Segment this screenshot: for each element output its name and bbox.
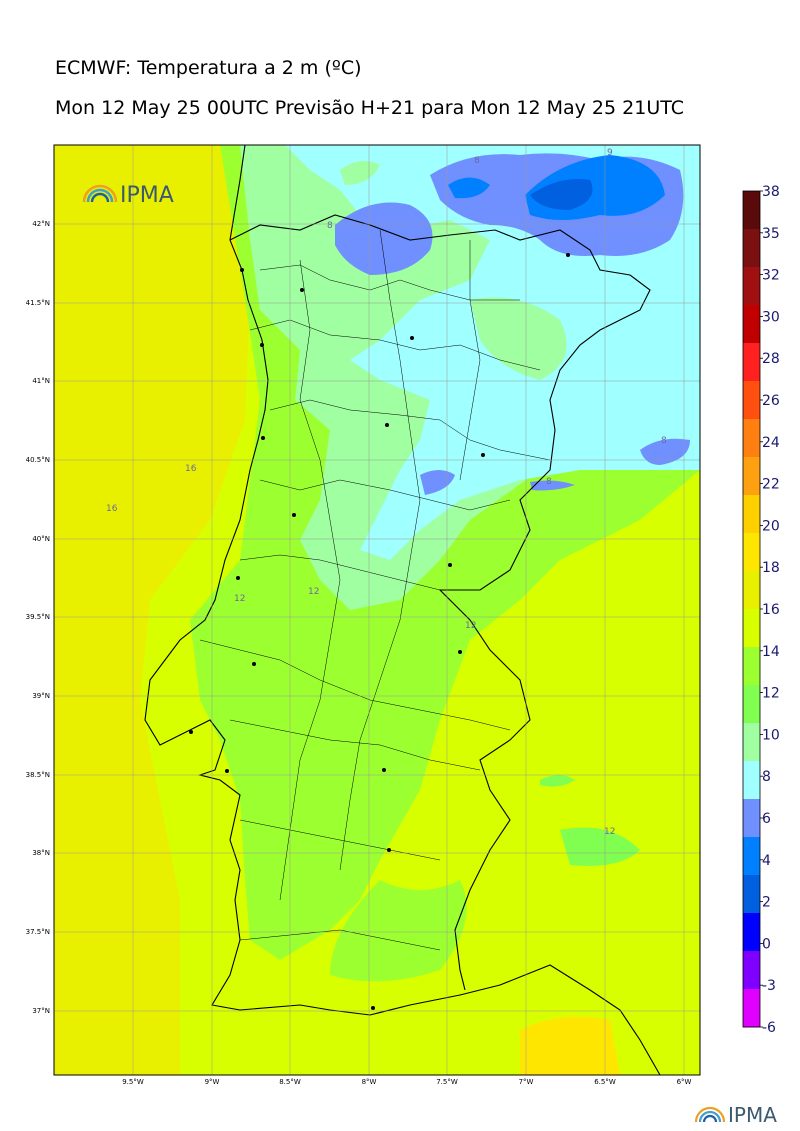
contour-label: 12	[308, 587, 319, 597]
contour-label: 12	[465, 621, 476, 631]
contour-label: 8	[661, 436, 667, 446]
colorbar-label: 18	[762, 560, 780, 576]
svg-text:38.5°N: 38.5°N	[26, 771, 50, 779]
colorbar-label: 26	[762, 393, 780, 409]
colorbar-label: 2	[762, 895, 771, 911]
colorbar-segment	[743, 913, 760, 952]
colorbar-label: 38	[762, 184, 780, 200]
colorbar-label: -3	[762, 978, 776, 994]
colorbar-segment	[743, 495, 760, 534]
colorbar-segment	[743, 267, 760, 306]
latitude-labels: 42°N 41.5°N 41°N 40.5°N 40°N 39.5°N 39°N…	[26, 220, 50, 1015]
svg-text:41.5°N: 41.5°N	[26, 299, 50, 307]
colorbar-segment	[743, 305, 760, 344]
graticule	[54, 145, 700, 1075]
colorbar-segment	[743, 343, 760, 382]
svg-text:40.5°N: 40.5°N	[26, 456, 50, 464]
svg-text:38°N: 38°N	[32, 849, 50, 857]
colorbar-label: 28	[762, 351, 780, 367]
svg-text:8.5°W: 8.5°W	[279, 1078, 301, 1086]
contour-label: 16	[185, 464, 197, 474]
svg-text:7.5°W: 7.5°W	[436, 1078, 458, 1086]
colorbar-label: 14	[762, 644, 780, 660]
contour-label: 8	[474, 156, 480, 166]
contour-label: 8	[546, 477, 552, 487]
contour-label: 12	[604, 827, 615, 837]
svg-text:41°N: 41°N	[32, 377, 50, 385]
colorbar-segment	[743, 989, 760, 1028]
map-frame	[53, 144, 701, 1076]
contour-label: 9	[607, 148, 613, 158]
colorbar-segment	[743, 685, 760, 724]
svg-text:37°N: 37°N	[32, 1007, 50, 1015]
svg-text:6°W: 6°W	[677, 1078, 692, 1086]
svg-text:9.5°W: 9.5°W	[122, 1078, 144, 1086]
colorbar-segment	[743, 875, 760, 914]
svg-text:9°W: 9°W	[205, 1078, 220, 1086]
svg-text:7°W: 7°W	[519, 1078, 534, 1086]
temperature-field: 8 9 8 8 16 16 12 12 12 12 8 IPMA	[54, 145, 700, 1075]
colorbar-segment	[743, 951, 760, 990]
colorbar-segment	[743, 381, 760, 420]
svg-text:IPMA: IPMA	[728, 1103, 777, 1127]
colorbar-label: 32	[762, 268, 780, 284]
contour-label: 8	[327, 221, 333, 231]
spain-border	[229, 214, 651, 991]
colorbar-label: 20	[762, 518, 780, 534]
colorbar-segment	[743, 837, 760, 876]
colorbar-label: 10	[762, 727, 780, 743]
svg-text:8°W: 8°W	[362, 1078, 377, 1086]
colorbar-label: -6	[762, 1020, 776, 1036]
colorbar-label: 22	[762, 477, 780, 493]
svg-text:39°N: 39°N	[32, 692, 50, 700]
colorbar-label: 35	[762, 226, 780, 242]
colorbar-segment	[743, 647, 760, 686]
colorbar-segment	[743, 191, 760, 230]
svg-text:39.5°N: 39.5°N	[26, 613, 50, 621]
colorbar-segment	[743, 609, 760, 648]
city-markers	[189, 253, 570, 1010]
svg-text:40°N: 40°N	[32, 535, 50, 543]
colorbar-label: 8	[762, 769, 771, 785]
contour-label: 16	[106, 504, 118, 514]
colorbar-segment	[743, 799, 760, 838]
map-title: ECMWF: Temperatura a 2 m (ºC)	[55, 57, 362, 79]
svg-text:6.5°W: 6.5°W	[594, 1078, 616, 1086]
colorbar-label: 12	[762, 686, 780, 702]
colorbar-segment	[743, 229, 760, 268]
colorbar-segment	[743, 533, 760, 572]
svg-text:37.5°N: 37.5°N	[26, 928, 50, 936]
colorbar	[742, 190, 761, 1028]
district-borders	[199, 229, 551, 951]
coastline	[144, 145, 661, 1075]
svg-text:IPMA: IPMA	[120, 183, 174, 208]
colorbar-segment	[743, 457, 760, 496]
ipma-logo: IPMA	[82, 183, 174, 208]
colorbar-segment	[743, 723, 760, 762]
svg-text:42°N: 42°N	[32, 220, 50, 228]
colorbar-label: 6	[762, 811, 771, 827]
map-subtitle: Mon 12 May 25 00UTC Previsão H+21 para M…	[55, 97, 684, 119]
colorbar-segment	[743, 419, 760, 458]
colorbar-segment	[743, 571, 760, 610]
longitude-labels: 9.5°W 9°W 8.5°W 8°W 7.5°W 7°W 6.5°W 6°W	[122, 1078, 691, 1086]
colorbar-label: 30	[762, 309, 780, 325]
colorbar-label: 4	[762, 853, 771, 869]
colorbar-label: 24	[762, 435, 780, 451]
footer-ipma-logo: IPMA	[694, 1103, 777, 1127]
colorbar-label: 0	[762, 936, 771, 952]
colorbar-segment	[743, 761, 760, 800]
contour-label: 12	[234, 594, 245, 604]
colorbar-label: 16	[762, 602, 780, 618]
contour-labels: 8 9 8 8 16 16 12 12 12 12 8	[106, 148, 667, 837]
